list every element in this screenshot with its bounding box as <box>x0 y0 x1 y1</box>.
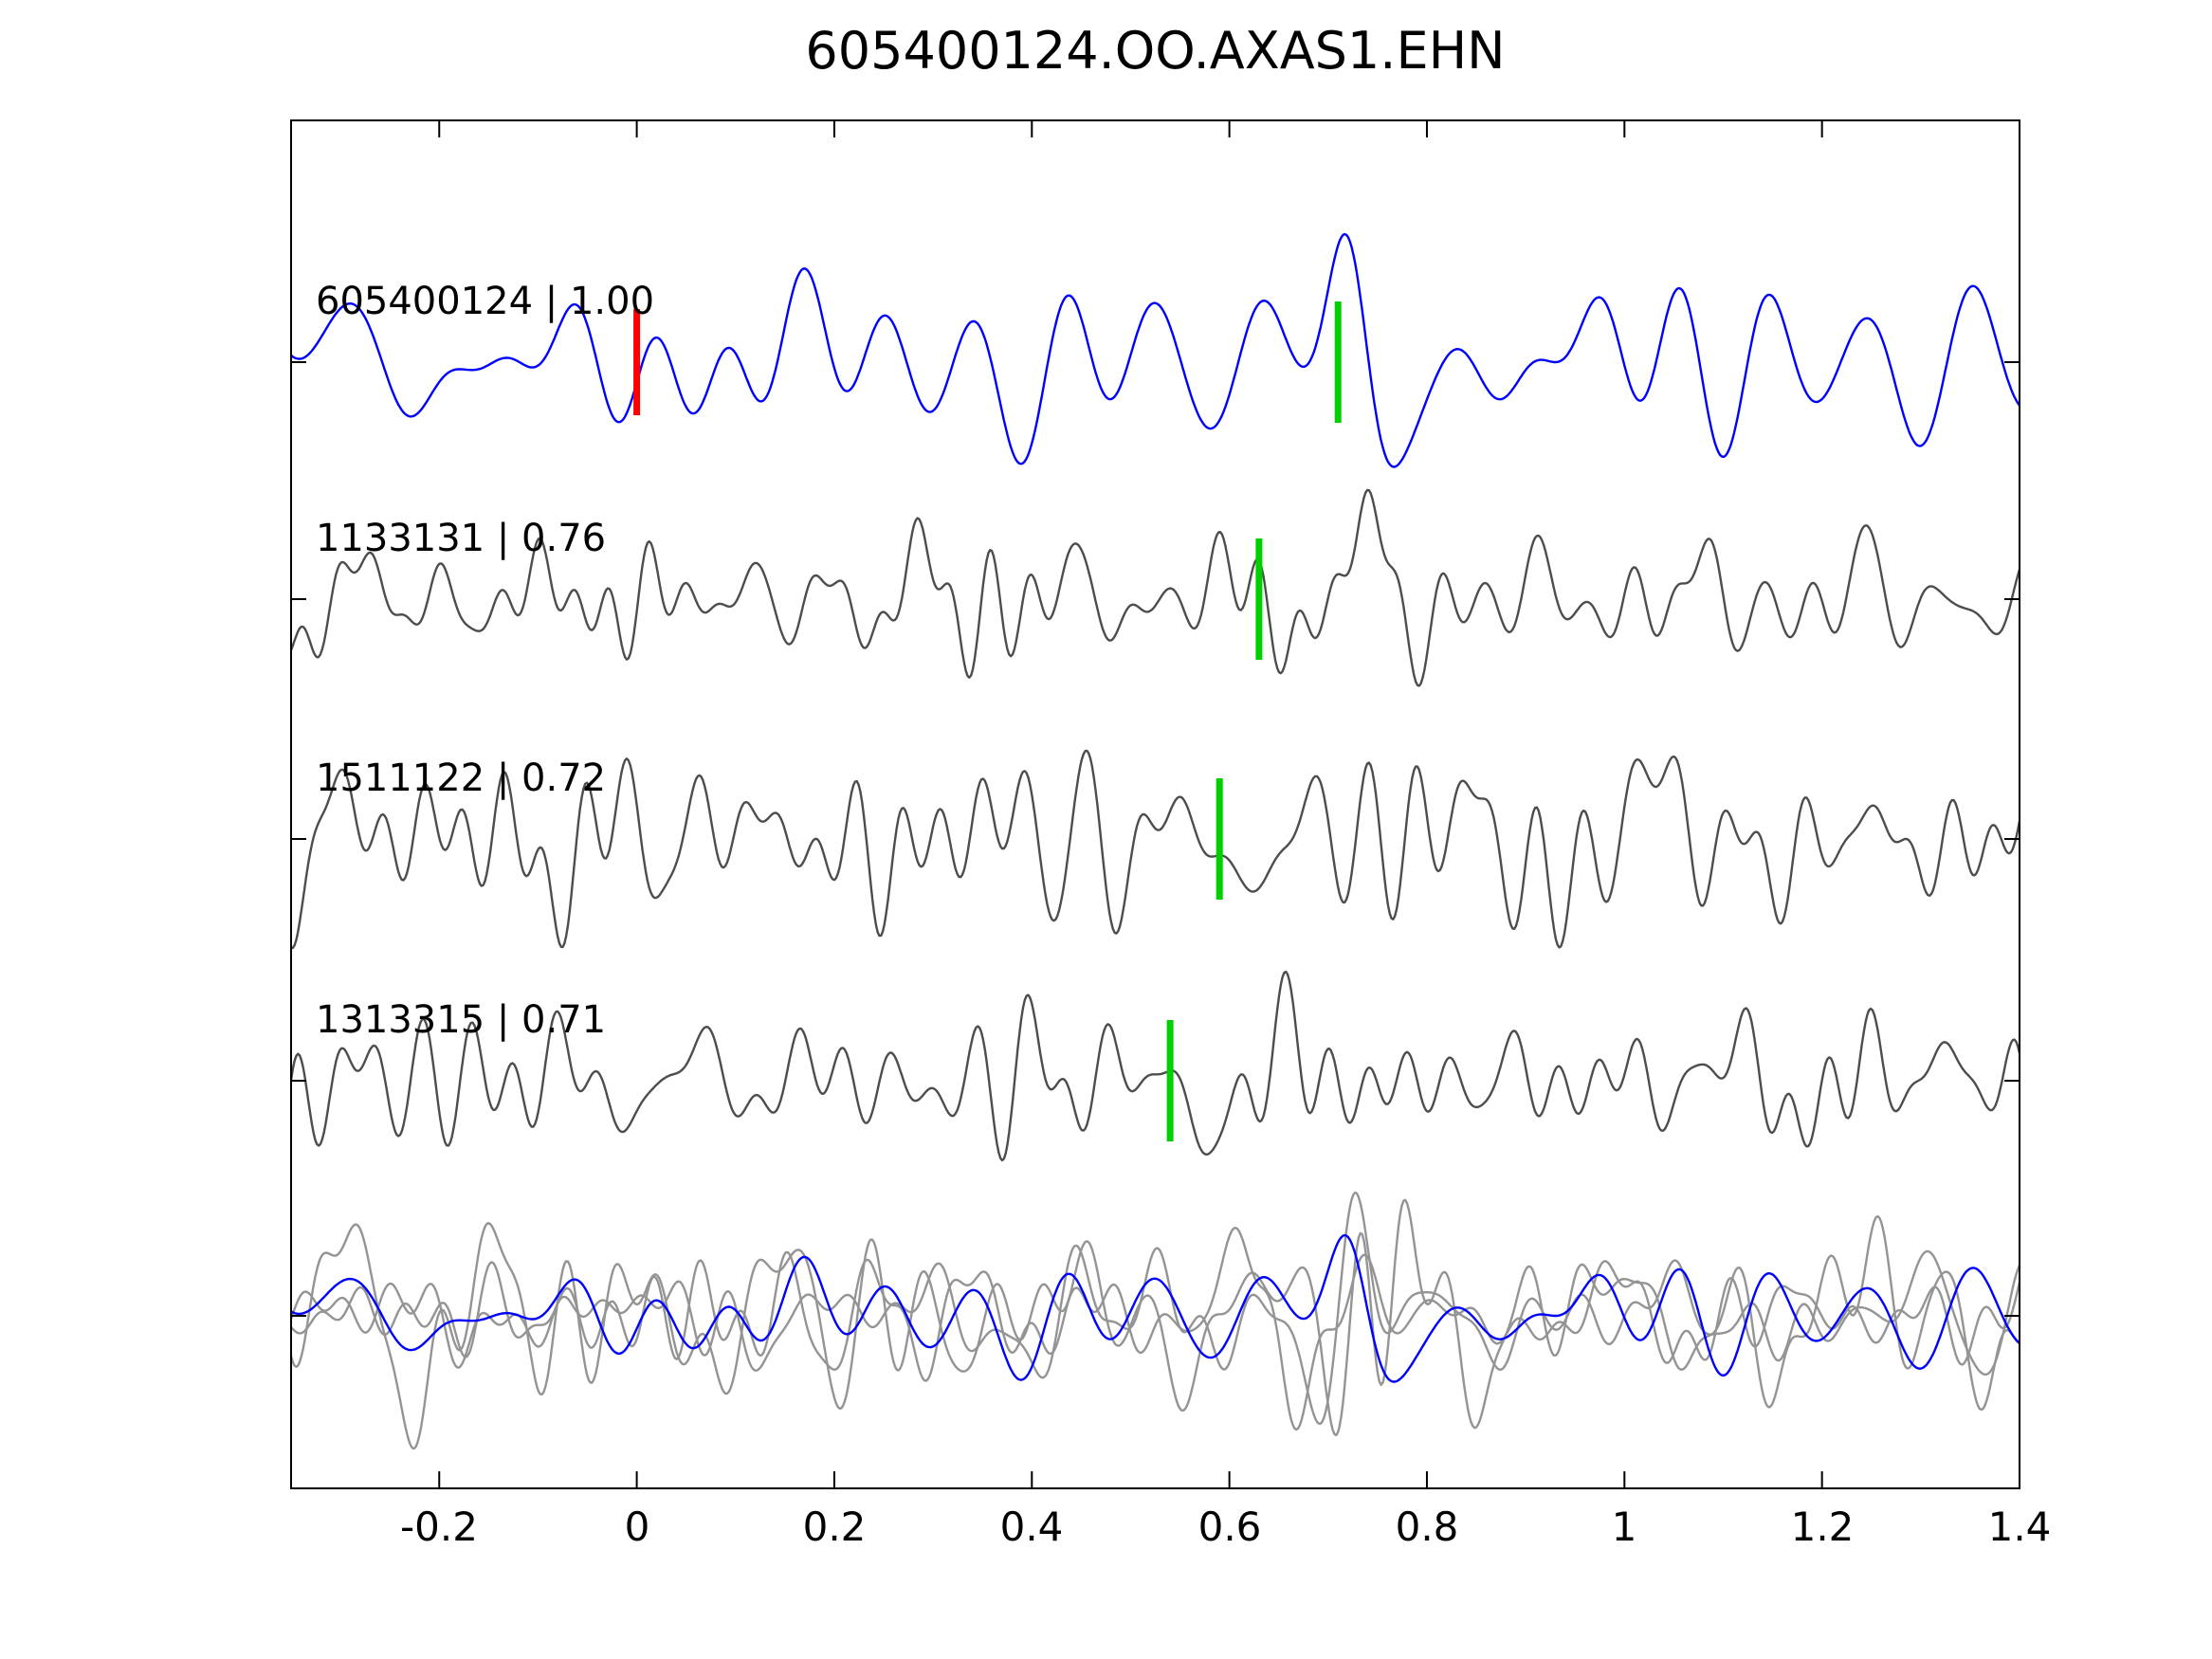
x-tick-label: 1 <box>1611 1504 1637 1550</box>
trace-label-match-3: 1313315 | 0.71 <box>316 998 607 1042</box>
x-tick-label: 1.4 <box>1987 1504 2052 1550</box>
waveform-605400124 <box>291 232 2020 468</box>
x-tick-label: -0.2 <box>400 1504 478 1550</box>
trace-label-match-1: 1133131 | 0.76 <box>316 517 607 560</box>
axes-box <box>290 119 2020 1489</box>
overlay-waveform-2 <box>291 1226 2020 1431</box>
trace-label-match-2: 1511122 | 0.72 <box>316 757 607 800</box>
waveform-1133131 <box>291 488 2020 687</box>
x-tick-label: 0.6 <box>1197 1504 1262 1550</box>
overlay-waveform-1 <box>291 1198 2020 1450</box>
waveform-1313315 <box>291 970 2020 1162</box>
x-tick-label: 0.4 <box>999 1504 1064 1550</box>
overlay-waveform-3 <box>291 1233 2020 1383</box>
trace-label-template: 605400124 | 1.00 <box>316 280 655 323</box>
x-tick-label: 0.2 <box>802 1504 867 1550</box>
x-tick-label: 1.2 <box>1790 1504 1855 1550</box>
x-tick-label: 0.8 <box>1395 1504 1459 1550</box>
plot-title: 605400124.OO.AXAS1.EHN <box>805 21 1506 81</box>
x-tick-label: 0 <box>624 1504 650 1550</box>
waveform-1511122 <box>291 749 2020 950</box>
traces-layer <box>291 232 2020 1450</box>
